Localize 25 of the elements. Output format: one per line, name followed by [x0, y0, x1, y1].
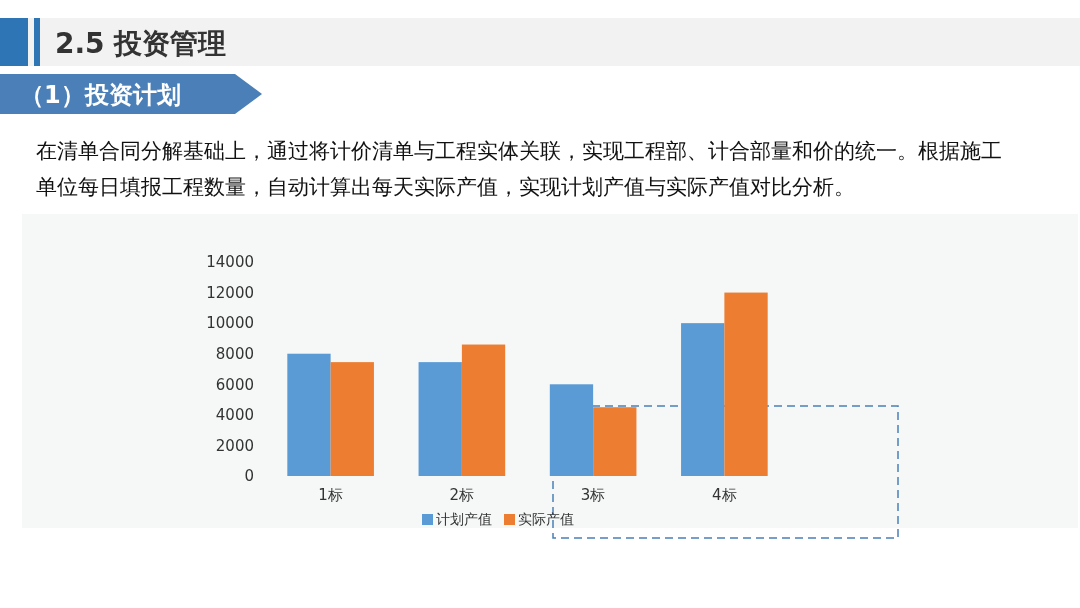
text: 在清单合同分解基础上，通过将计价清单与工程实体关联，实现工程部、计合部量和价的统一。根据施工单位每日填报工程数量，自动计算出每天实际产值，实现计划产值与实际产值对比分析。 — [36, 139, 1002, 199]
bar — [681, 323, 725, 476]
y-tick-label: 12000 — [206, 283, 254, 302]
bar — [287, 353, 331, 476]
legend-label: 实际产值 — [518, 511, 574, 527]
bar — [461, 344, 506, 476]
legend-label: 计划产值 — [436, 511, 492, 527]
bar — [549, 384, 594, 476]
bar — [593, 407, 637, 476]
y-tick-label: 10000 — [206, 314, 254, 333]
chart-subtitle: （1）投资计划 — [20, 81, 181, 109]
x-tick-label: 2标 — [449, 486, 475, 504]
x-tick-label: 3标 — [580, 486, 606, 504]
y-tick-label: 4000 — [215, 406, 254, 425]
x-tick-label: 4标 — [712, 486, 737, 504]
chart-title: 2.5 投资管理 — [55, 27, 227, 60]
bar — [330, 362, 374, 476]
y-tick-label: 14000 — [206, 253, 254, 272]
y-tick-label: 2000 — [215, 436, 254, 455]
x-tick-label: 1标 — [318, 486, 343, 504]
y-tick-label: 6000 — [215, 375, 254, 394]
y-tick-label: 0 — [244, 467, 254, 486]
bar — [418, 362, 462, 476]
y-tick-label: 8000 — [215, 344, 254, 363]
bar — [724, 292, 768, 476]
